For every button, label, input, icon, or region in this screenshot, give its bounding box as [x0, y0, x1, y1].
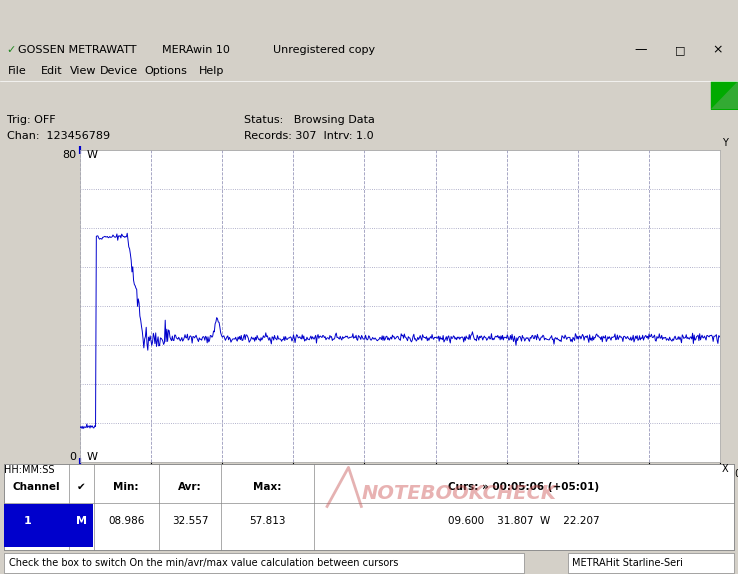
Text: M: M [76, 515, 86, 526]
Text: Status:   Browsing Data: Status: Browsing Data [244, 115, 374, 125]
Text: 80: 80 [62, 150, 76, 160]
Text: □: □ [675, 45, 686, 55]
Text: Check the box to switch On the min/avr/max value calculation between cursors: Check the box to switch On the min/avr/m… [9, 558, 399, 568]
Text: 0: 0 [69, 452, 76, 462]
Text: View: View [70, 66, 97, 76]
Text: Device: Device [100, 66, 138, 76]
Text: NOTEBOOKCHECK: NOTEBOOKCHECK [362, 484, 556, 503]
Text: Chan:  123456789: Chan: 123456789 [7, 131, 111, 141]
Text: Max:: Max: [253, 482, 282, 492]
Text: 32.557: 32.557 [172, 515, 208, 526]
Text: Help: Help [199, 66, 224, 76]
Text: METRAHit Starline-Seri: METRAHit Starline-Seri [572, 558, 683, 568]
Text: —: — [635, 44, 647, 56]
Text: Trig: OFF: Trig: OFF [7, 115, 56, 125]
Text: W: W [87, 150, 98, 160]
Text: 57.813: 57.813 [249, 515, 286, 526]
Text: HH:MM:SS: HH:MM:SS [4, 465, 54, 475]
Text: Channel: Channel [13, 482, 60, 492]
Text: Records: 307  Intrv: 1.0: Records: 307 Intrv: 1.0 [244, 131, 373, 141]
Polygon shape [711, 81, 738, 109]
Text: GOSSEN METRAWATT: GOSSEN METRAWATT [18, 45, 137, 55]
Bar [568, 553, 734, 573]
Text: 09.600    31.807  W    22.207: 09.600 31.807 W 22.207 [448, 515, 600, 526]
Text: Curs: » 00:05:06 (+05:01): Curs: » 00:05:06 (+05:01) [449, 482, 599, 492]
Text: Min:: Min: [114, 482, 139, 492]
Text: 1: 1 [24, 515, 32, 526]
Text: 08.986: 08.986 [108, 515, 145, 526]
Text: W: W [87, 452, 98, 462]
Text: ✔: ✔ [77, 482, 86, 492]
Text: ✓: ✓ [6, 45, 15, 55]
Text: File: File [7, 66, 26, 76]
Text: Options: Options [144, 66, 187, 76]
Text: MERAwin 10: MERAwin 10 [162, 45, 230, 55]
Text: Y: Y [722, 138, 728, 148]
Text: Avr:: Avr: [178, 482, 202, 492]
Text: X: X [722, 464, 728, 474]
Bar [4, 505, 93, 546]
Text: Unregistered copy: Unregistered copy [273, 45, 375, 55]
Text: Edit: Edit [41, 66, 62, 76]
Text: ×: × [712, 44, 723, 56]
Bar [4, 553, 524, 573]
